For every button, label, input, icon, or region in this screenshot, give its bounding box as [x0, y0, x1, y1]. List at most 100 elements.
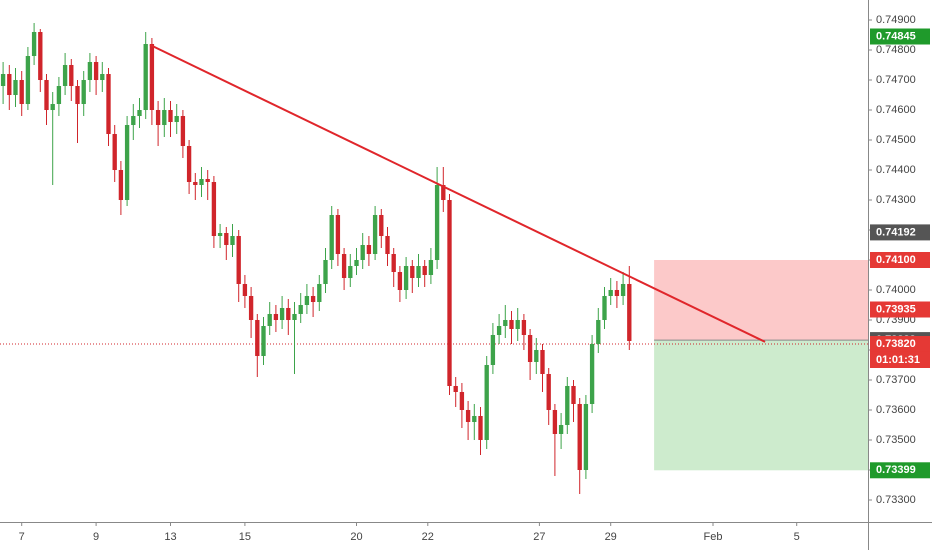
y-tick-label: 0.73500: [876, 434, 916, 446]
candle-body: [248, 295, 254, 320]
candle-body: [267, 313, 272, 326]
candle-body: [168, 110, 173, 123]
candle-body: [521, 319, 527, 335]
candle-body: [583, 403, 589, 470]
candle-body: [149, 44, 155, 111]
y-tick-label: 0.74400: [876, 164, 916, 176]
candle-body: [366, 245, 372, 255]
candle-body: [608, 289, 613, 296]
candle-body: [434, 185, 440, 260]
candle-body: [230, 236, 235, 246]
candle-body: [242, 283, 248, 296]
candle-body: [540, 349, 545, 374]
candle-body: [447, 200, 452, 386]
candle-body: [577, 403, 582, 470]
x-tick-label: 13: [164, 531, 176, 543]
price-label: 0.74100: [876, 254, 916, 266]
x-tick-label: 9: [93, 531, 99, 543]
candle-body: [453, 385, 458, 392]
candle-body: [317, 283, 322, 302]
candle-body: [416, 265, 421, 278]
candle-body: [205, 179, 210, 183]
candle-body: [341, 254, 347, 278]
y-tick-label: 0.73600: [876, 404, 916, 416]
y-tick-label: 0.74900: [876, 14, 916, 26]
candle-body: [478, 415, 483, 440]
candle-body: [620, 283, 626, 296]
candle-body: [13, 80, 18, 96]
candle-body: [379, 215, 384, 237]
candle-body: [62, 65, 68, 87]
candle-body: [571, 385, 576, 404]
price-label-box: [870, 28, 930, 45]
price-label: 0.74192: [876, 226, 916, 238]
candle-body: [180, 116, 186, 147]
x-tick-label: 27: [533, 531, 545, 543]
candle-body: [174, 116, 179, 123]
candle-body: [509, 319, 514, 329]
candle-body: [465, 409, 471, 422]
candle-body: [298, 304, 303, 314]
candle-body: [211, 182, 217, 237]
candle-body: [81, 80, 86, 105]
candle-body: [0, 74, 6, 87]
candle-body: [602, 295, 607, 320]
candle-body: [236, 236, 241, 284]
x-tick-label: 5: [794, 531, 800, 543]
candle-body: [224, 233, 229, 246]
candle-body: [410, 265, 415, 278]
candle-body: [372, 215, 378, 255]
price-label: 0.73935: [876, 303, 916, 315]
candle-body: [143, 44, 148, 111]
x-tick-label: 22: [422, 531, 434, 543]
candle-body: [323, 260, 328, 284]
candle-body: [422, 265, 427, 275]
candle-body: [286, 307, 291, 320]
candle-body: [131, 116, 136, 126]
candle-body: [354, 260, 359, 266]
candle-body: [558, 424, 564, 434]
candle-body: [38, 32, 43, 81]
candle-body: [44, 80, 49, 111]
candle-body: [490, 334, 496, 365]
candle-body: [565, 385, 570, 425]
candle-body: [25, 56, 31, 105]
price-label-box: [870, 252, 930, 268]
candle-body: [292, 313, 297, 320]
stop-zone: [654, 260, 868, 341]
trend-line: [149, 44, 766, 343]
candle-body: [589, 343, 595, 404]
candle-body: [217, 233, 223, 237]
candle-body: [348, 265, 353, 278]
candle-body: [193, 182, 198, 186]
price-label: 0.73399: [876, 464, 916, 476]
candle-body: [186, 146, 192, 183]
candle-body: [19, 80, 24, 105]
candle-body: [397, 271, 403, 290]
countdown-box: [870, 351, 930, 368]
candle-body: [50, 104, 55, 111]
x-tick-label: 20: [350, 531, 362, 543]
candle-body: [118, 170, 124, 201]
x-tick-label: 15: [239, 531, 251, 543]
candle-body: [273, 313, 279, 320]
countdown-label: 01:01:31: [876, 354, 920, 366]
y-tick-label: 0.74700: [876, 74, 916, 86]
candle-body: [310, 295, 316, 302]
x-tick-label: Feb: [704, 531, 723, 543]
target-zone: [654, 340, 868, 471]
candle-body: [360, 245, 365, 260]
candle-body: [403, 265, 409, 290]
candle-body: [484, 364, 489, 440]
candle-body: [100, 74, 105, 81]
candle-body: [627, 283, 632, 341]
candle-body: [304, 295, 310, 305]
y-tick-label: 0.73700: [876, 374, 916, 386]
y-tick-label: 0.74500: [876, 134, 916, 146]
y-tick-label: 0.74800: [876, 44, 916, 56]
candle-body: [596, 319, 601, 344]
candle-body: [56, 86, 62, 105]
candle-body: [534, 349, 539, 362]
candle-body: [255, 319, 260, 356]
